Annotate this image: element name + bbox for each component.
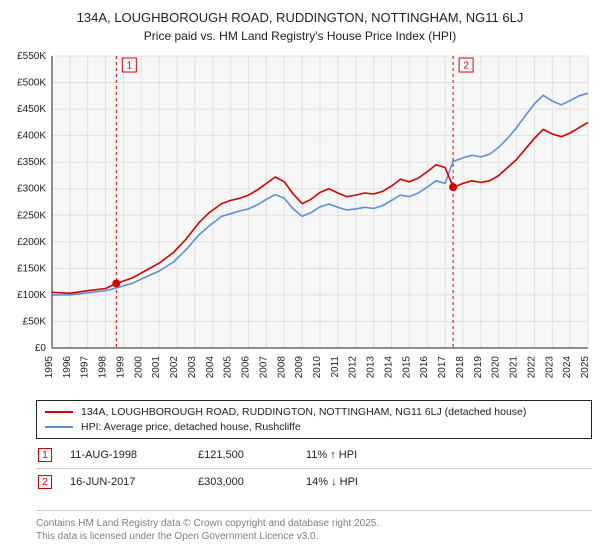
svg-text:1996: 1996 xyxy=(62,356,73,379)
svg-text:2008: 2008 xyxy=(276,356,287,379)
legend-label-hpi: HPI: Average price, detached house, Rush… xyxy=(81,420,301,435)
transactions-table: 1 11-AUG-1998 £121,500 11% ↑ HPI 2 16-JU… xyxy=(36,442,592,495)
svg-text:2003: 2003 xyxy=(187,356,198,379)
chart-svg: £0 £50K £100K £150K £200K £250K £300K £350K £400… xyxy=(8,52,592,390)
legend-item-hpi: HPI: Average price, detached house, Rush… xyxy=(45,420,583,435)
svg-text:£0: £0 xyxy=(35,343,47,354)
svg-text:£200K: £200K xyxy=(17,237,46,248)
svg-text:£450K: £450K xyxy=(17,104,46,115)
legend-item-property: 134A, LOUGHBOROUGH ROAD, RUDDINGTON, NOT… xyxy=(45,405,583,420)
svg-text:£100K: £100K xyxy=(17,290,46,301)
svg-text:2001: 2001 xyxy=(151,356,162,379)
chart-subtitle: Price paid vs. HM Land Registry's House … xyxy=(0,25,600,49)
svg-text:1999: 1999 xyxy=(115,356,126,379)
legend-swatch-property xyxy=(45,411,73,413)
svg-text:£550K: £550K xyxy=(17,52,46,62)
svg-text:1997: 1997 xyxy=(80,356,91,379)
transaction-id-1: 1 xyxy=(42,450,48,461)
svg-text:2010: 2010 xyxy=(312,356,323,379)
svg-text:£350K: £350K xyxy=(17,157,46,168)
transaction-date-2: 16-JUN-2017 xyxy=(70,476,180,488)
svg-text:2024: 2024 xyxy=(562,356,573,379)
transaction-row-1: 1 11-AUG-1998 £121,500 11% ↑ HPI xyxy=(36,442,592,468)
svg-text:2012: 2012 xyxy=(348,356,359,379)
transaction-row-2: 2 16-JUN-2017 £303,000 14% ↓ HPI xyxy=(36,468,592,495)
svg-text:2023: 2023 xyxy=(544,356,555,379)
svg-text:£50K: £50K xyxy=(23,316,47,327)
svg-text:1995: 1995 xyxy=(44,356,55,379)
svg-text:2004: 2004 xyxy=(205,356,216,379)
legend-label-property: 134A, LOUGHBOROUGH ROAD, RUDDINGTON, NOT… xyxy=(81,405,526,420)
transaction-id-2: 2 xyxy=(42,477,48,488)
svg-text:2018: 2018 xyxy=(455,356,466,379)
svg-text:2005: 2005 xyxy=(223,356,234,379)
svg-text:2019: 2019 xyxy=(473,356,484,379)
svg-text:£300K: £300K xyxy=(17,184,46,195)
legend-box: 134A, LOUGHBOROUGH ROAD, RUDDINGTON, NOT… xyxy=(36,400,592,439)
svg-text:1: 1 xyxy=(127,61,133,72)
svg-text:£150K: £150K xyxy=(17,263,46,274)
transaction-delta-2: 14% ↓ HPI xyxy=(306,476,406,488)
transaction-date-1: 11-AUG-1998 xyxy=(70,449,180,461)
legend-swatch-hpi xyxy=(45,426,73,428)
footer-line-1: Contains HM Land Registry data © Crown c… xyxy=(36,517,592,530)
transaction-price-2: £303,000 xyxy=(198,476,288,488)
svg-text:2: 2 xyxy=(463,61,469,72)
svg-text:2000: 2000 xyxy=(133,356,144,379)
transaction-price-1: £121,500 xyxy=(198,449,288,461)
svg-text:2017: 2017 xyxy=(437,356,448,379)
svg-text:2002: 2002 xyxy=(169,356,180,379)
transaction-marker-1: 1 xyxy=(38,448,52,462)
svg-text:£500K: £500K xyxy=(17,78,46,89)
svg-text:2022: 2022 xyxy=(526,356,537,379)
footer: Contains HM Land Registry data © Crown c… xyxy=(36,510,592,543)
svg-text:£400K: £400K xyxy=(17,131,46,142)
footer-line-2: This data is licensed under the Open Gov… xyxy=(36,530,592,543)
svg-text:£250K: £250K xyxy=(17,210,46,221)
svg-text:2013: 2013 xyxy=(366,356,377,379)
svg-text:1998: 1998 xyxy=(98,356,109,379)
transaction-delta-1: 11% ↑ HPI xyxy=(306,449,406,461)
svg-text:2020: 2020 xyxy=(491,356,502,379)
chart-area: £0 £50K £100K £150K £200K £250K £300K £350K £400… xyxy=(8,52,592,390)
svg-text:2015: 2015 xyxy=(401,356,412,379)
svg-text:2014: 2014 xyxy=(383,356,394,379)
chart-title: 134A, LOUGHBOROUGH ROAD, RUDDINGTON, NOT… xyxy=(0,0,600,25)
svg-text:2016: 2016 xyxy=(419,356,430,379)
svg-text:2021: 2021 xyxy=(509,356,520,379)
svg-text:2025: 2025 xyxy=(580,356,591,379)
svg-text:2006: 2006 xyxy=(241,356,252,379)
svg-text:2011: 2011 xyxy=(330,356,341,378)
svg-text:2009: 2009 xyxy=(294,356,305,379)
transaction-marker-2: 2 xyxy=(38,475,52,489)
svg-text:2007: 2007 xyxy=(258,356,269,379)
